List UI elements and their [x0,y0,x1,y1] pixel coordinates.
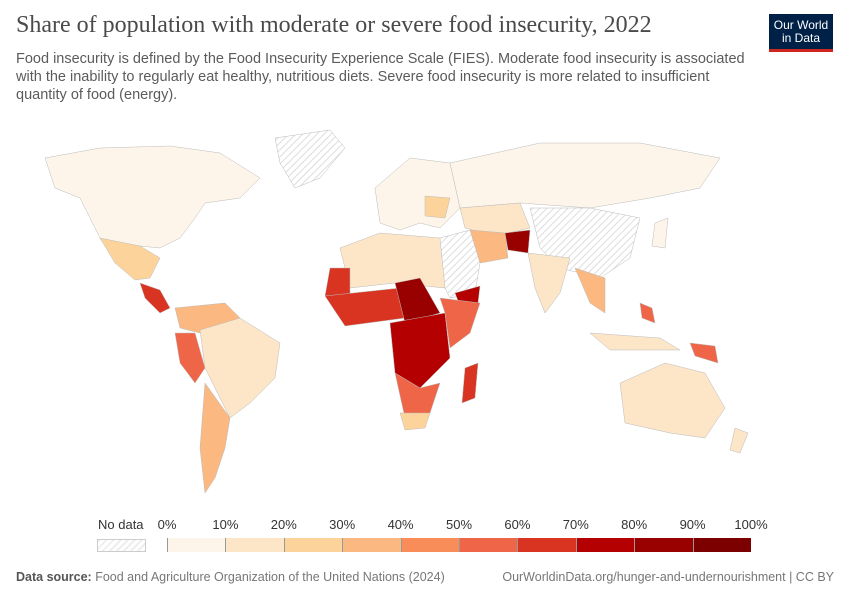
legend-tick-label: 100% [734,517,768,532]
data-source: Data source: Food and Agriculture Organi… [16,570,445,584]
legend-color-bin [634,538,693,552]
region-afghanistan[interactable] [504,229,531,254]
region-brazil[interactable] [199,317,281,419]
legend-color-bin [692,538,751,552]
legend-tick-label: 90% [679,517,706,532]
region-north-africa[interactable] [339,232,446,289]
legend-color-bin [225,538,284,552]
region-peru[interactable] [174,332,206,384]
region-horn-of-africa[interactable] [439,297,481,349]
region-north-america[interactable] [44,145,261,254]
legend-tick-label: 40% [387,517,414,532]
owid-logo[interactable]: Our World in Data [769,14,833,52]
legend-color-bin [459,538,518,552]
legend-color-bin [517,538,576,552]
region-mexico[interactable] [99,237,161,281]
legend-tick-label: 50% [445,517,473,532]
region-sahel[interactable] [394,277,441,324]
region-philippines[interactable] [639,302,656,324]
region-central-america[interactable] [139,282,171,314]
legend-tick-label: 0% [157,517,177,532]
region-southern-africa[interactable] [394,372,441,419]
region-japan[interactable] [651,217,669,249]
legend-color-bin [342,538,401,552]
legend-color-bin [283,538,343,552]
world-map[interactable] [0,118,850,513]
chart-subtitle: Food insecurity is defined by the Food I… [16,51,745,103]
region-south-africa[interactable] [399,412,431,431]
legend-color-bin [167,538,226,552]
region-mauritania[interactable] [324,267,351,297]
region-papua-new-guinea[interactable] [689,342,719,364]
legend-color-bin [400,538,459,552]
region-southeast-asia[interactable] [574,267,606,314]
legend-tick-label: 30% [329,517,356,532]
region-southern-cone[interactable] [199,382,231,494]
legend-no-data-swatch [97,539,146,552]
source-url-link[interactable]: OurWorldinData.org/hunger-and-undernouri… [502,570,834,584]
region-greenland[interactable] [274,129,346,189]
legend-tick-label: 60% [504,517,531,532]
region-central-africa[interactable] [389,312,451,389]
legend-tick-label: 10% [212,517,239,532]
region-indonesia[interactable] [589,332,681,351]
region-australia[interactable] [619,362,726,439]
region-madagascar[interactable] [461,362,479,404]
legend-tick-label: 80% [621,517,648,532]
source-text: Food and Agriculture Organization of the… [95,570,445,584]
legend-color-bin [575,538,635,552]
region-europe[interactable] [374,157,461,231]
region-russia[interactable] [449,142,721,209]
legend-tick-label: 20% [270,517,297,532]
color-legend: No data 0% 10% 20% 30% 40% 50% 60% 70% 80% 90% 100… [0,515,850,555]
legend-no-data-label: No data [98,517,144,532]
region-new-zealand[interactable] [729,427,749,454]
region-india[interactable] [527,252,571,314]
legend-tick-label: 70% [562,517,589,532]
chart-title: Share of population with moderate or sev… [16,12,652,38]
region-eastern-europe[interactable] [424,195,451,219]
